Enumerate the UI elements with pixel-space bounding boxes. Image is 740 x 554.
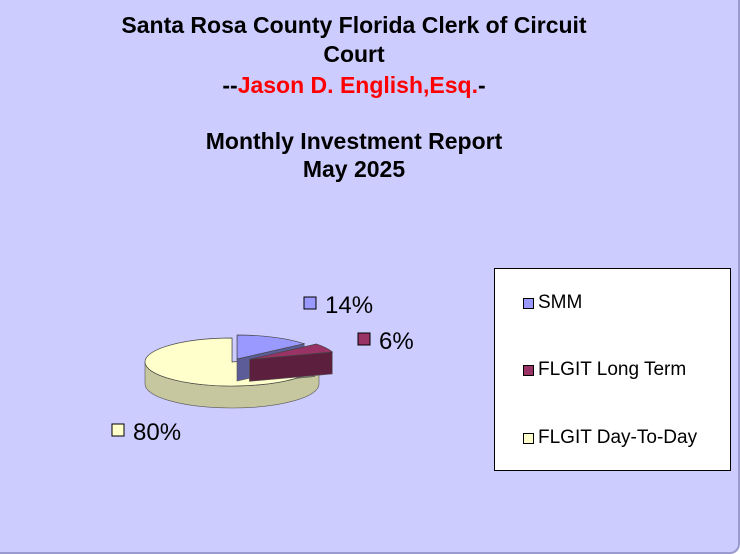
title-line-2: Court bbox=[323, 41, 385, 67]
clerk-line: --Jason D. English,Esq.- bbox=[0, 71, 708, 100]
title-line-1: Santa Rosa County Florida Clerk of Circu… bbox=[121, 12, 587, 38]
clerk-suffix: - bbox=[477, 72, 486, 98]
report-title: Monthly Investment Report bbox=[205, 128, 503, 154]
legend-label-smm: SMM bbox=[538, 292, 583, 313]
clerk-name: Jason D. English,Esq. bbox=[237, 72, 478, 98]
legend-item-flgit-long-term: FLGIT Long Term bbox=[523, 359, 686, 381]
legend-swatch-flgit-day-to-day bbox=[523, 432, 534, 444]
pie-slice-smm bbox=[236, 334, 306, 360]
legend-label-flgit-long-term: FLGIT Long Term bbox=[538, 359, 687, 380]
legend-item-flgit-day-to-day: FLGIT Day-To-Day bbox=[523, 427, 697, 449]
legend-label-flgit-day-to-day: FLGIT Day-To-Day bbox=[538, 427, 698, 448]
pie-slice-flgit-long-term bbox=[249, 343, 334, 360]
data-label-smm: 14% bbox=[325, 292, 373, 319]
data-label-swatch-flgit-day-to-day bbox=[111, 423, 125, 437]
report-period: May 2025 bbox=[302, 156, 406, 182]
data-label-flgit-day-to-day: 80% bbox=[133, 419, 181, 446]
legend-item-smm: SMM bbox=[523, 292, 582, 314]
legend-swatch-smm bbox=[523, 297, 534, 309]
data-label-swatch-flgit-long-term bbox=[357, 332, 371, 346]
legend: SMM FLGIT Long Term FLGIT Day-To-Day bbox=[494, 268, 731, 471]
legend-swatch-flgit-long-term bbox=[523, 364, 534, 376]
clerk-prefix: -- bbox=[222, 72, 238, 98]
data-label-swatch-smm bbox=[303, 296, 317, 310]
data-label-flgit-long-term: 6% bbox=[379, 328, 414, 355]
